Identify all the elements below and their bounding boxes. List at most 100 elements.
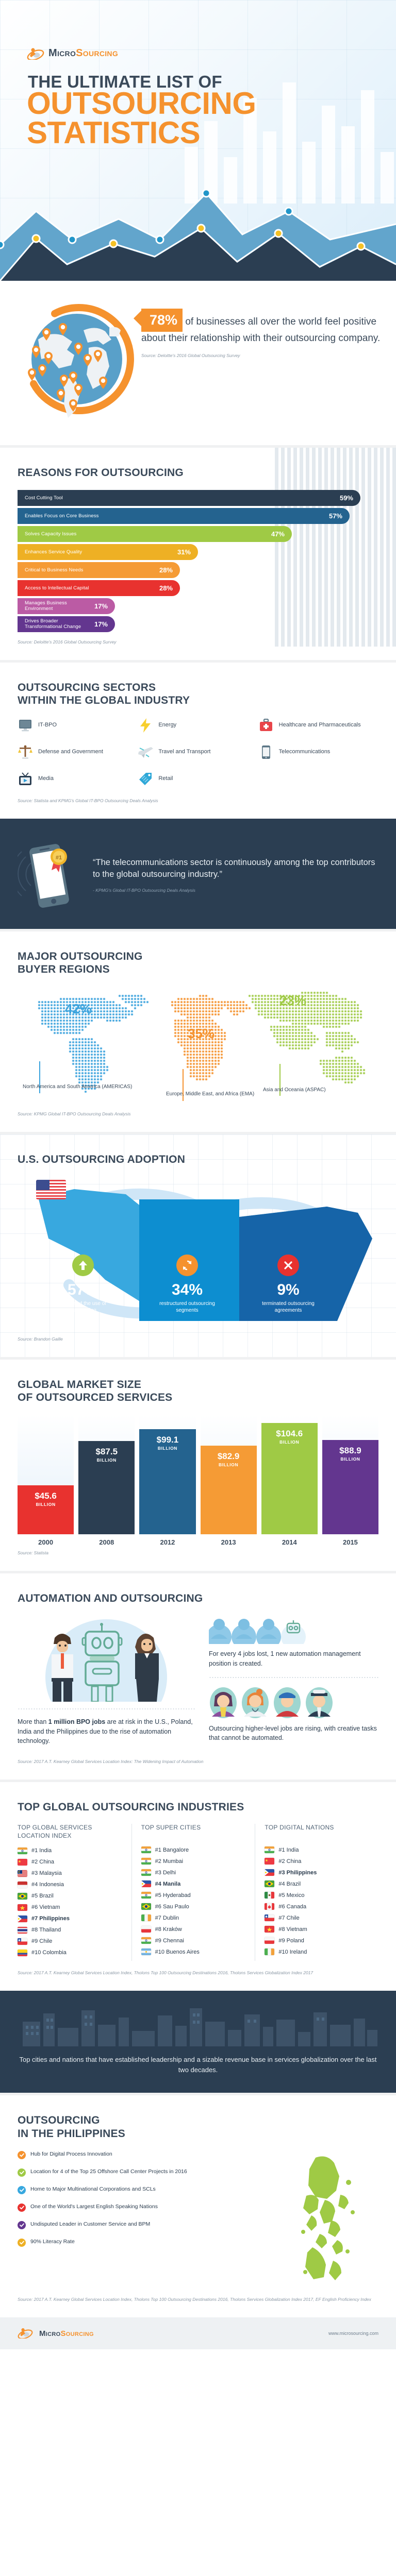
- smartphone-icon: [258, 744, 274, 760]
- india-flag-icon: [141, 1858, 151, 1865]
- top-industries-item-label: #10 Buenos Aires: [155, 1948, 200, 1955]
- telecom-quote-source: - KPMG's Global IT-BPO Outsourcing Deals…: [93, 887, 195, 893]
- reasons-source: Source: Deloitte's 2016 Global Outsourci…: [18, 639, 117, 645]
- footer-brand-logo[interactable]: MicroSourcing: [18, 2327, 94, 2340]
- region-legend-americas: North America and South America (AMERICA…: [18, 1083, 161, 1098]
- top-industries-list-item: #8 Vietnam: [265, 1926, 371, 1933]
- top-industries-list-item: #4 Indonesia: [18, 1881, 124, 1888]
- top-industries-list-item: #5 Hyderabad: [141, 1892, 248, 1899]
- philippines-highlight-item: Hub for Digital Process Innovation: [18, 2150, 266, 2160]
- region-legend-aspac: Asia and Oceania (ASPAC): [258, 1083, 378, 1098]
- philippines-map-illustration: [275, 2150, 378, 2290]
- top-industries-list-item: #3 Delhi: [141, 1869, 248, 1876]
- automation-right-text-top: For every 4 jobs lost, 1 new automation …: [209, 1650, 361, 1667]
- top-industries-list-item: #9 Chile: [18, 1938, 124, 1945]
- top-industries-item-label: #9 Chile: [31, 1938, 53, 1945]
- top-industries-list-item: #10 Colombia: [18, 1949, 124, 1956]
- philippines-highlight-item: Location for 4 of the Top 25 Offshore Ca…: [18, 2168, 266, 2177]
- reason-bar-value: 47%: [271, 530, 285, 538]
- philippines-source: Source: 2017 A.T. Kearney Global Service…: [18, 2297, 371, 2302]
- hero-header: MicroSourcing THE ULTIMATE LIST OF OUTSO…: [0, 0, 396, 281]
- brand-logo[interactable]: MicroSourcing: [27, 46, 118, 60]
- philippines-highlight-label: Hub for Digital Process Innovation: [30, 2151, 112, 2158]
- top-industries-item-label: #10 Colombia: [31, 1950, 67, 1956]
- outsourcing-sectors-section: OUTSOURCING SECTORS WITHIN THE GLOBAL IN…: [0, 659, 396, 819]
- buyer-regions-section: MAJOR OUTSOURCING BUYER REGIONS 42% 35% …: [0, 928, 396, 1132]
- reason-bar-label: Solves Capacity Issues: [25, 531, 77, 537]
- philippines-highlight-item: 90% Literacy Rate: [18, 2238, 266, 2247]
- automation-source: Source: 2017 A.T. Kearney Global Service…: [18, 1758, 204, 1764]
- microsourcing-logo-icon: [27, 46, 44, 60]
- china-flag-icon: [265, 1858, 275, 1865]
- reasons-title: REASONS FOR OUTSOURCING: [18, 467, 184, 479]
- automation-divider: [18, 1708, 195, 1710]
- sector-energy: Energy: [138, 718, 258, 733]
- regions-title: MAJOR OUTSOURCING BUYER REGIONS: [18, 950, 378, 976]
- hero-mountain-chart: [0, 189, 396, 281]
- india-flag-icon: [141, 1846, 151, 1854]
- reason-bar: Manages Business Environment 17%: [18, 598, 115, 614]
- india-flag-icon: [141, 1869, 151, 1876]
- television-icon: [18, 771, 33, 787]
- market-size-year: 2012: [160, 1538, 175, 1546]
- reason-bar-value: 31%: [177, 548, 191, 556]
- top-industries-list-item: #3 Philippines: [265, 1869, 371, 1876]
- global-positivity-section: 78% of businesses all over the world fee…: [0, 281, 396, 445]
- page-footer: MicroSourcing www.microsourcing.com: [0, 2317, 396, 2350]
- brazil-flag-icon: [265, 1880, 275, 1888]
- phone-award-illustration: #1: [11, 836, 79, 913]
- reason-bar: Enables Focus on Core Business 57%: [18, 507, 350, 524]
- region-leader-line-ema: [183, 1069, 184, 1101]
- reason-bar-label: Access to Intellectual Capital: [25, 585, 89, 591]
- philippines-title: OUTSOURCING IN THE PHILIPPINES: [18, 2114, 378, 2140]
- top-industries-column: TOP DIGITAL NATIONS #1 India #2 China #3 Ph…: [255, 1824, 378, 1961]
- sectors-title: OUTSOURCING SECTORS WITHIN THE GLOBAL IN…: [18, 681, 378, 707]
- india-flag-icon: [141, 1892, 151, 1899]
- top-industries-title: TOP GLOBAL OUTSOURCING INDUSTRIES: [18, 1801, 244, 1813]
- reason-bar-value: 28%: [159, 566, 173, 574]
- us-stat-caption: increased the use of outsourcing: [59, 1300, 107, 1313]
- market-size-year: 2008: [99, 1538, 114, 1546]
- top-industries-list-item: #9 Chennai: [141, 1937, 248, 1944]
- chile-flag-icon: [265, 1914, 275, 1922]
- us-stat-caption: terminated outsourcing agreements: [262, 1300, 315, 1313]
- robot-and-workers-illustration: [18, 1615, 195, 1735]
- chile-flag-icon: [18, 1938, 27, 1945]
- hero-title: OUTSOURCING STATISTICS: [27, 88, 256, 148]
- top-industries-item-label: #1 India: [278, 1846, 299, 1853]
- top-industries-item-label: #4 Manila: [155, 1880, 181, 1887]
- automation-divider-2: [209, 1676, 378, 1679]
- us-adoption-section: U.S. OUTSOURCING ADOPTION: [0, 1132, 396, 1357]
- automation-left-text-part2: are at risk in the U.S., Poland, India a…: [18, 1718, 193, 1744]
- market-size-value: $99.1: [156, 1434, 179, 1445]
- footer-url[interactable]: www.microsourcing.com: [328, 2331, 378, 2336]
- top-industries-list-item: #6 Sau Paulo: [141, 1903, 248, 1910]
- telecom-quote-section: #1 “The telecommunications sector is con…: [0, 818, 396, 929]
- region-legend-label: Europe, Middle East, and Africa (EMA): [166, 1091, 255, 1097]
- reason-bar-row: Cost Cutting Tool 59%: [18, 489, 378, 506]
- professionals-avatars-illustration: [209, 1687, 378, 1719]
- top-industries-item-label: #5 Mexico: [278, 1892, 305, 1899]
- us-flag-icon: [36, 1179, 66, 1199]
- market-size-year: 2015: [342, 1538, 358, 1546]
- regions-legend: North America and South America (AMERICA…: [18, 1083, 378, 1098]
- top-industries-list-item: #10 Buenos Aires: [141, 1948, 248, 1956]
- market-size-unit: BILLION: [36, 1501, 56, 1507]
- automation-right-text-bottom: Outsourcing higher-level jobs are rising…: [209, 1724, 377, 1741]
- check-icon: [18, 2186, 26, 2195]
- automation-title: AUTOMATION AND OUTSOURCING: [18, 1592, 203, 1604]
- top-industries-list-item: #4 Manila: [141, 1880, 248, 1888]
- market-size-source: Source: Statista: [18, 1550, 49, 1555]
- market-size-unit: BILLION: [279, 1439, 300, 1445]
- top-industries-item-label: #5 Brazil: [31, 1893, 54, 1900]
- top-industries-list-item: #2 China: [18, 1858, 124, 1866]
- top-industries-item-label: #7 Chile: [278, 1914, 300, 1921]
- top-industries-item-label: #8 Kraków: [155, 1926, 182, 1933]
- market-size-unit: BILLION: [96, 1457, 117, 1463]
- poland-flag-icon: [265, 1937, 275, 1944]
- reason-bar-value: 59%: [339, 494, 353, 502]
- top-industries-columns: TOP GLOBAL SERVICES LOCATION INDEX #1 Ind…: [18, 1824, 378, 1961]
- reason-bar-label: Enhances Service Quality: [25, 549, 82, 555]
- us-stat-caption: restructured outsourcing segments: [159, 1300, 215, 1313]
- sector-label: Retail: [158, 775, 173, 782]
